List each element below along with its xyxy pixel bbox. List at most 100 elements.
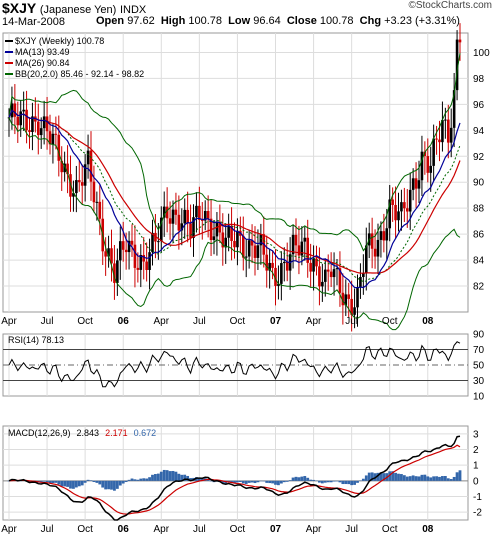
macd-histogram-bar xyxy=(288,480,292,481)
price-bar-body xyxy=(157,241,160,243)
macd-histogram-bar xyxy=(379,472,383,481)
price-ytick-label: 88 xyxy=(473,204,485,215)
ma26-line xyxy=(8,109,461,274)
rsi-legend: RSI(14) 78.13 xyxy=(8,335,64,345)
macd-xtick-label: Oct xyxy=(230,524,246,535)
copyright: ©StockCharts.com xyxy=(406,0,492,11)
price-bar-body xyxy=(72,193,75,197)
macd-histogram-bar xyxy=(402,475,406,481)
macd-histogram-bar xyxy=(417,476,421,481)
macd-histogram-bar xyxy=(98,480,102,485)
macd-histogram-bar xyxy=(136,479,140,481)
price-bar-body xyxy=(291,234,295,255)
price-bar-body xyxy=(408,189,412,212)
price-bar-body xyxy=(42,116,46,129)
macd-histogram-bar xyxy=(397,473,400,481)
price-bar-body xyxy=(63,163,66,173)
copyright-text: ©StockCharts.com xyxy=(408,0,492,11)
price-bar-body xyxy=(300,241,304,256)
price-bar-body xyxy=(104,251,107,257)
price-bar-body xyxy=(121,241,125,250)
price-bar-body xyxy=(177,214,181,231)
macd-histogram-bar xyxy=(341,480,345,485)
macd-histogram-bar xyxy=(156,473,160,481)
macd-histogram-bar xyxy=(101,480,105,488)
price-bar-body xyxy=(195,205,198,218)
macd-histogram-bar xyxy=(186,475,190,481)
macd-ytick-label: -2 xyxy=(473,508,482,519)
price-bar-body xyxy=(394,204,397,221)
macd-histogram-bar xyxy=(359,480,362,482)
macd-histogram-bar xyxy=(110,480,113,490)
price-bar-body xyxy=(353,307,356,315)
price-xtick-label: Jul xyxy=(41,316,54,327)
macd-histogram-bar xyxy=(200,478,204,481)
low-value: 96.64 xyxy=(253,15,281,27)
price-bar-body xyxy=(309,262,312,272)
price-bar-body xyxy=(203,210,207,221)
price-bar-body xyxy=(326,269,330,272)
price-bar-body xyxy=(356,287,359,308)
price-bar-body xyxy=(130,240,134,245)
price-bar-body xyxy=(388,199,392,229)
macd-ytick-label: 2 xyxy=(473,445,479,456)
macd-histogram-bar xyxy=(133,479,137,481)
price-bar-body xyxy=(403,202,406,209)
price-bar-body xyxy=(329,271,333,278)
macd-histogram-bar xyxy=(277,480,280,486)
price-bar-body xyxy=(113,263,116,283)
price-bar-body xyxy=(151,232,154,253)
price-bar-body xyxy=(180,223,184,231)
price-bar-body xyxy=(259,234,263,246)
quote-summary: Open 97.62 High 100.78 Low 96.64 Close 1… xyxy=(96,15,460,27)
macd-histogram-bar xyxy=(411,475,415,481)
macd-histogram-bar xyxy=(279,480,283,484)
macd-histogram-bar xyxy=(174,471,178,481)
price-bar-body xyxy=(236,230,239,248)
macd-line xyxy=(8,435,461,521)
macd-histogram-bar xyxy=(446,478,450,481)
price-panel-frame xyxy=(2,32,469,313)
price-bar-body xyxy=(253,245,257,258)
price-bar-body xyxy=(200,219,204,221)
macd-histogram-bar xyxy=(124,480,128,483)
open-label: Open xyxy=(96,15,125,27)
price-ytick-label: 90 xyxy=(473,178,485,189)
macd-histogram-bar xyxy=(326,480,330,483)
price-bar-body xyxy=(107,248,110,257)
macd-histogram-bar xyxy=(332,480,336,482)
price-ytick-label: 98 xyxy=(473,74,485,85)
macd-histogram-bar xyxy=(168,471,172,481)
price-xtick-label: Oct xyxy=(230,316,246,327)
macd-histogram-bar xyxy=(394,472,397,481)
macd-histogram-bar xyxy=(180,474,184,481)
price-bar-body xyxy=(341,292,345,306)
macd-histogram-bar xyxy=(7,480,11,482)
price-bar-body xyxy=(446,119,450,143)
macd-histogram-bar xyxy=(338,480,342,483)
macd-histogram-bar xyxy=(408,476,412,481)
macd-histogram-bar xyxy=(247,480,251,483)
price-bar-body xyxy=(277,283,280,286)
price-bar-body xyxy=(80,182,84,186)
macd-histogram-bar xyxy=(309,479,313,481)
macd-histogram-bar xyxy=(83,480,87,483)
macd-histogram-bar xyxy=(271,480,274,484)
price-bar-body xyxy=(362,273,365,277)
price-bar-body xyxy=(13,103,17,117)
price-bar-body xyxy=(385,228,389,241)
price-bar-body xyxy=(426,156,430,173)
price-bar-body xyxy=(321,281,324,287)
macd-histogram-bar xyxy=(391,471,395,481)
price-bar-body xyxy=(139,254,143,270)
price-bar-body xyxy=(118,241,122,261)
macd-ytick-label: 1 xyxy=(473,461,479,472)
price-bar-body xyxy=(432,138,435,166)
price-ytick-label: 100 xyxy=(473,48,490,59)
macd-histogram-bar xyxy=(127,479,131,481)
price-bar-body xyxy=(452,90,456,128)
price-bar-body xyxy=(36,121,40,136)
macd-histogram-bar xyxy=(244,480,248,484)
price-legend-entry: BB(20,2.0) 85.46 - 92.14 - 98.82 xyxy=(15,69,144,79)
